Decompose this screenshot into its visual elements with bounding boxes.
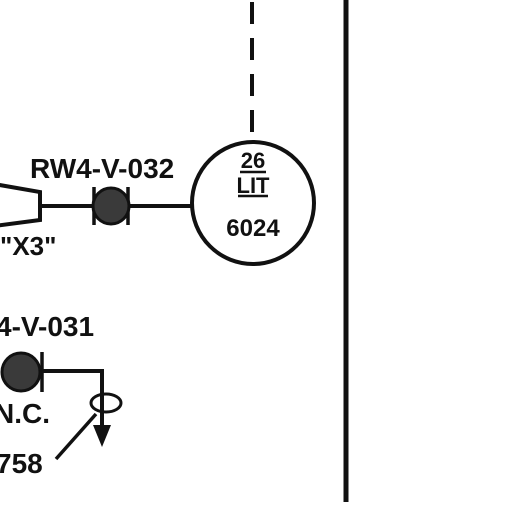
- process-line-lower: [42, 369, 104, 425]
- valve-lower-body: [0, 351, 42, 393]
- valve-upper-body: [91, 186, 131, 226]
- instrument-loop-number: 26: [241, 148, 265, 173]
- connector-label: "X3": [0, 231, 56, 261]
- instrument-tag-number: 6024: [226, 215, 280, 242]
- leader-line: [54, 412, 98, 461]
- instrument-bubble: [190, 140, 316, 266]
- instrument-function: LIT: [237, 173, 271, 198]
- valve-tag-upper: RW4-V-032: [30, 153, 174, 184]
- valve-position-label: N.C.: [0, 398, 50, 429]
- reducer-symbol: [0, 183, 42, 228]
- drain-loop-symbol: [89, 392, 123, 414]
- valve-tag-lower: 4-V-031: [0, 311, 94, 342]
- drain-arrow-icon: [93, 425, 111, 447]
- leader-reference: 758: [0, 448, 43, 479]
